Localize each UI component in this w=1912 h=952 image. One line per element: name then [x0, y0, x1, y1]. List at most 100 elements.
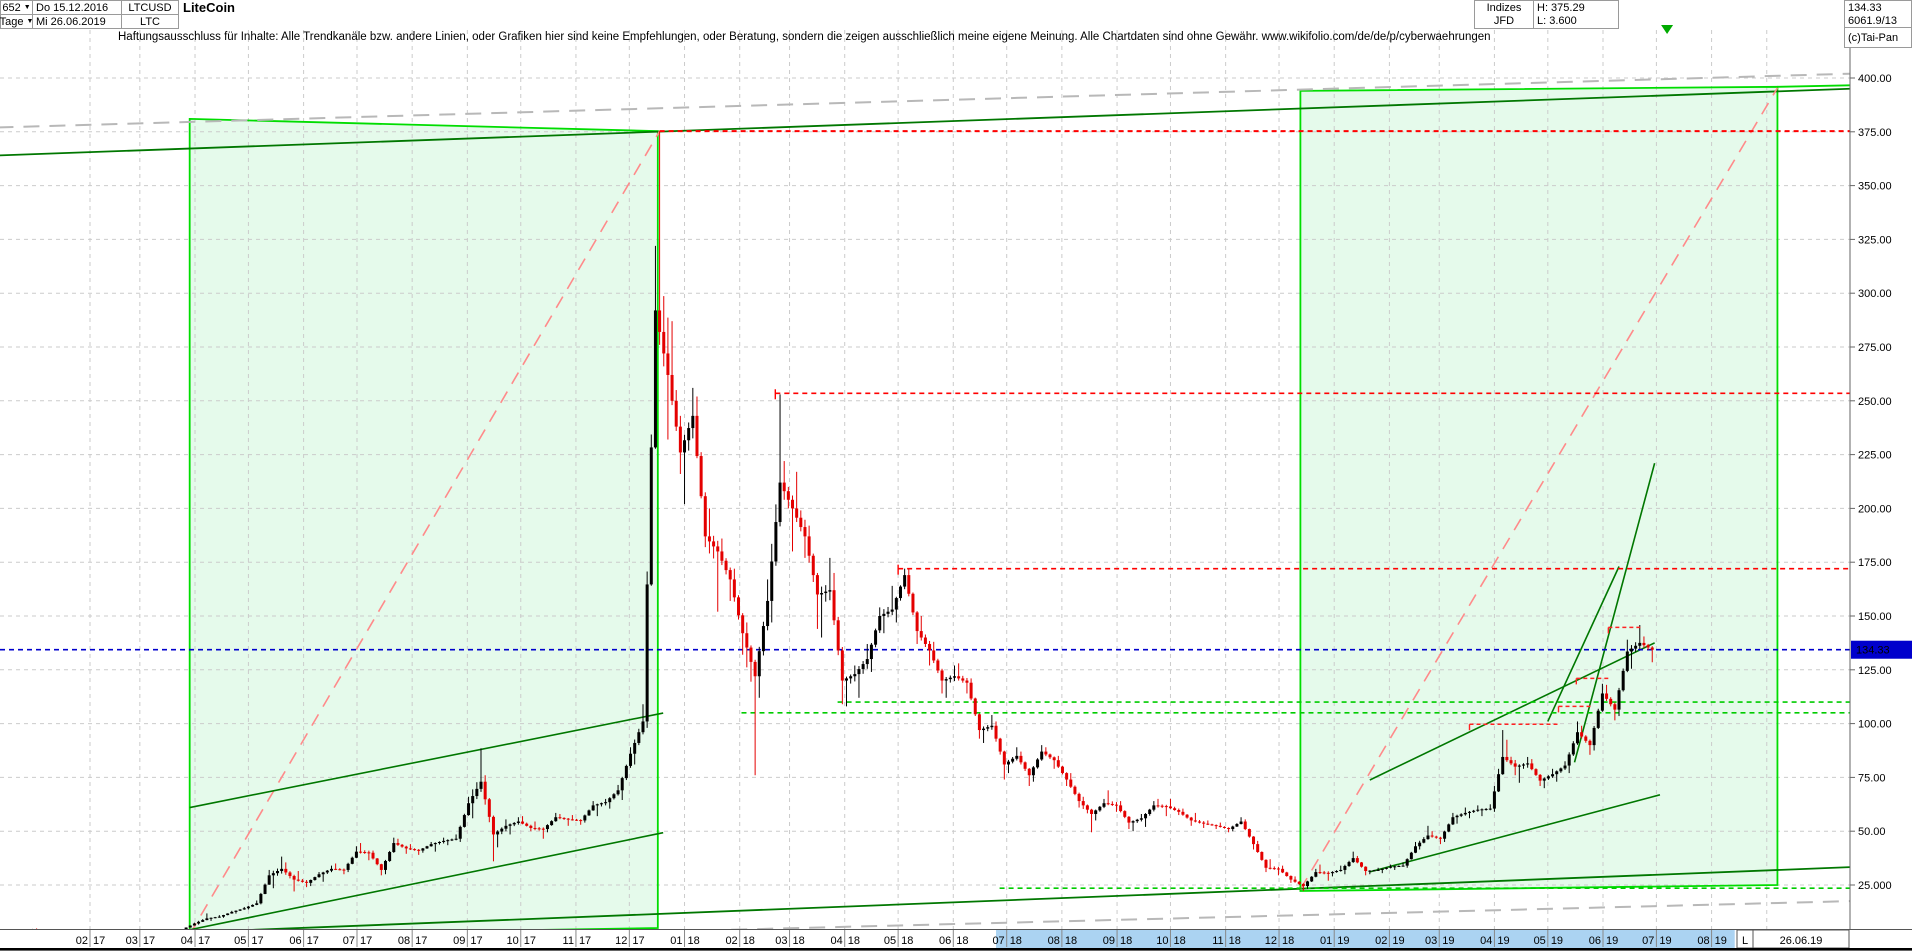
steep-channel-a: [1547, 566, 1620, 722]
x-tick-year: 17: [632, 935, 644, 947]
current-date-marker-icon: [1661, 25, 1674, 34]
x-tick-year: 17: [93, 935, 105, 947]
x-tick-month: 04: [1480, 935, 1492, 947]
chevron-down-icon: ▼: [23, 4, 31, 11]
x-tick-year: 18: [793, 935, 805, 947]
x-tick-month: 03: [775, 935, 787, 947]
visible-range-highlight[interactable]: [996, 930, 1735, 948]
symbol-short: LTC: [140, 15, 160, 28]
last-date: 26.06.19: [1780, 935, 1823, 947]
x-tick-month: 06: [1589, 935, 1601, 947]
x-tick-month: 08: [398, 935, 410, 947]
extra-quote: 6061.9/13: [1848, 14, 1897, 27]
x-tick-month: 07: [1642, 935, 1654, 947]
x-tick-year: 18: [901, 935, 913, 947]
support-trend-green: [251, 866, 1850, 929]
x-tick-month: 02: [76, 935, 88, 947]
y-tick-label: 25.000: [1858, 880, 1892, 892]
x-tick-year: 19: [1392, 935, 1404, 947]
x-tick-year: 17: [198, 935, 210, 947]
low-value: L: 3.600: [1537, 14, 1577, 27]
x-tick-year: 19: [1659, 935, 1671, 947]
y-tick-label: 150.00: [1858, 611, 1892, 623]
x-tick-year: 18: [688, 935, 700, 947]
y-tick-label: 125.00: [1858, 665, 1892, 677]
date-strip[interactable]: 02 17 03 17 04 17 05 17 06 17 07 17 08 17 09 17 10 17 11 17…: [0, 929, 1912, 951]
period-dropdown[interactable]: Tage ▼: [0, 14, 33, 29]
y-tick-label: 400.00: [1858, 73, 1892, 85]
x-tick-month: 05: [1534, 935, 1546, 947]
y-tick-label: 350.00: [1858, 181, 1892, 193]
period: Tage: [0, 15, 24, 28]
symbol-short-cell: LTC: [121, 14, 179, 29]
fan-diagonal-2017: [191, 130, 661, 929]
x-tick-year: 19: [1497, 935, 1509, 947]
candles: [31, 131, 1654, 929]
last-label: L: [1742, 935, 1748, 947]
x-tick-month: 04: [181, 935, 193, 947]
x-tick-month: 03: [126, 935, 138, 947]
channel-2019-upper: [1369, 642, 1655, 781]
high-value: H: 375.29: [1537, 1, 1585, 14]
x-tick-month: 03: [1425, 935, 1437, 947]
x-tick-year: 17: [579, 935, 591, 947]
annotations: [0, 72, 1850, 929]
current-price-badge-label: 134.33: [1856, 645, 1890, 657]
resistance-trend-green: [0, 87, 1850, 157]
y-tick-label: 50.00: [1858, 826, 1886, 838]
support-trend-gray: [721, 900, 1850, 929]
broker-label: JFD: [1493, 14, 1515, 27]
x-tick-month: 06: [289, 935, 301, 947]
high-low-cell: H: 375.29 L: 3.600: [1533, 0, 1619, 29]
x-tick-year: 18: [848, 935, 860, 947]
channel-box-2017: [188, 117, 659, 929]
grid: [0, 30, 1850, 929]
fan-diagonal-2019: [1299, 87, 1779, 890]
channel-2017-lower: [189, 831, 664, 929]
x-tick-year: 17: [470, 935, 482, 947]
x-tick-year: 19: [1551, 935, 1563, 947]
y-tick-label: 300.00: [1858, 288, 1892, 300]
x-tick-year: 17: [415, 935, 427, 947]
date-to-cell: Mi 26.06.2019: [32, 14, 122, 29]
x-tick-month: 07: [343, 935, 355, 947]
copyright: (c)Tai-Pan: [1848, 31, 1899, 44]
y-tick-label: 75.00: [1858, 772, 1886, 784]
watchlist-number: 652: [2, 1, 21, 14]
x-tick-month: 08: [1048, 935, 1060, 947]
x-tick-month: 11: [563, 935, 574, 947]
last-price: 134.33: [1848, 1, 1882, 14]
x-tick-month: 07: [992, 935, 1004, 947]
instrument-name: LiteCoin: [183, 0, 235, 15]
x-tick-month: 04: [830, 935, 842, 947]
x-tick-year: 17: [143, 935, 155, 947]
channel-box-2017-fill: [189, 118, 658, 929]
x-tick-year: 17: [307, 935, 319, 947]
x-tick-month: 05: [884, 935, 896, 947]
y-tick-label: 275.00: [1858, 342, 1892, 354]
x-tick-month: 02: [1375, 935, 1387, 947]
current-price-badge: [1851, 640, 1912, 659]
resistance-trend-gray: [0, 72, 1850, 129]
channel-box-2019: [1299, 85, 1779, 892]
x-tick-month: 12: [615, 935, 627, 947]
plot-area: [0, 30, 1850, 929]
box2-top-extension: [1777, 84, 1850, 88]
symbol-cell: LTCUSD: [121, 0, 179, 15]
x-tick-month: 09: [453, 935, 465, 947]
date-from-cell: Do 15.12.2016: [32, 0, 122, 15]
x-tick-year: 18: [743, 935, 755, 947]
copyright-box: (c)Tai-Pan: [1844, 27, 1912, 48]
x-tick-year: 17: [360, 935, 372, 947]
channel-2019-lower: [1369, 794, 1661, 873]
x-tick-month: 12: [1265, 935, 1277, 947]
watchlist-number-dropdown[interactable]: 652 ▼: [0, 0, 33, 15]
x-tick-month: 01: [670, 935, 682, 947]
channel-2017-upper: [189, 712, 664, 809]
y-tick-label: 100.00: [1858, 719, 1892, 731]
market-cell: Indizes JFD: [1474, 0, 1534, 29]
x-tick-year: 18: [1229, 935, 1241, 947]
x-tick-month: 09: [1103, 935, 1115, 947]
x-tick-month: 08: [1697, 935, 1709, 947]
